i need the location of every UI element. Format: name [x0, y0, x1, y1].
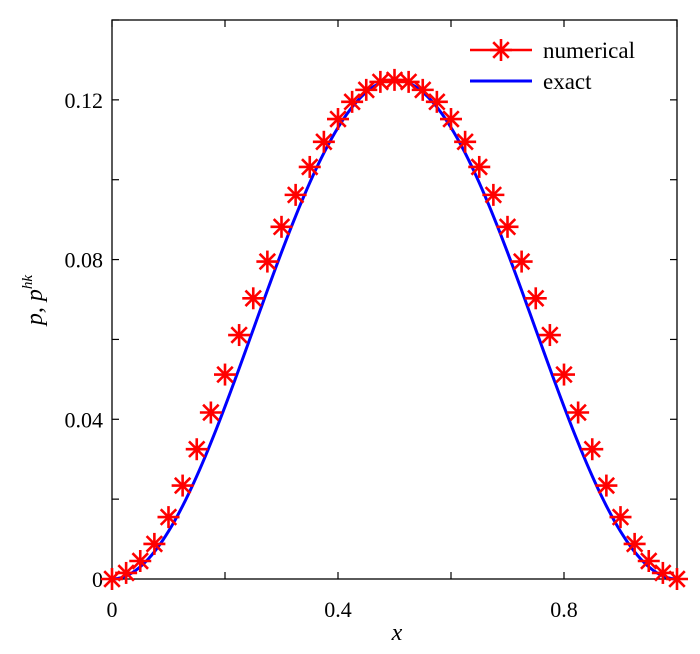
numerical-point [242, 287, 265, 310]
numerical-point [341, 90, 364, 113]
numerical-point [623, 532, 646, 555]
numerical-point [312, 130, 335, 153]
legend-label-exact: exact [543, 69, 592, 94]
numerical-point [440, 108, 462, 131]
numerical-point [369, 70, 392, 93]
numerical-point [171, 474, 194, 497]
numerical-point [637, 549, 660, 572]
x-tick-labels: 0 0.4 0.8 [107, 597, 578, 622]
numerical-point [482, 183, 505, 206]
numerical-point [228, 324, 251, 347]
numerical-point [199, 401, 222, 424]
numerical-point [553, 363, 575, 386]
legend: numerical exact [470, 38, 635, 94]
numerical-point [270, 215, 293, 238]
numerical-point [115, 561, 138, 584]
numerical-point [143, 532, 166, 555]
numerical-point [397, 70, 420, 93]
numerical-point [157, 506, 180, 529]
x-tick-label: 0 [107, 597, 118, 622]
numerical-point [425, 90, 448, 113]
numerical-point [256, 250, 279, 273]
numerical-point [214, 363, 236, 386]
y-axis-label-base: p, p [22, 289, 48, 327]
y-axis-label: p, phk [20, 275, 48, 328]
numerical-point [581, 438, 604, 461]
x-axis-label: x [391, 620, 403, 646]
y-tick-label: 0.12 [65, 88, 104, 113]
numerical-point [129, 549, 152, 572]
y-tick-labels: 0 0.04 0.08 0.12 [65, 88, 104, 592]
y-tick-label: 0 [92, 567, 103, 592]
numerical-point [567, 401, 590, 424]
numerical-point [496, 215, 519, 238]
numerical-point [468, 155, 491, 178]
legend-label-numerical: numerical [543, 38, 635, 63]
y-tick-label: 0.08 [65, 248, 104, 273]
numerical-point [327, 108, 349, 131]
y-axis-label-sup: hk [20, 275, 36, 290]
x-tick-label: 0.8 [550, 597, 578, 622]
plot-area [111, 19, 678, 580]
numerical-point [538, 324, 561, 347]
legend-numerical-marker [490, 39, 512, 61]
numerical-point [298, 155, 321, 178]
numerical-point [666, 568, 688, 590]
numerical-point [609, 506, 632, 529]
y-tick-label: 0.04 [65, 407, 104, 432]
numerical-point [454, 130, 477, 153]
numerical-point [383, 68, 406, 91]
x-tick-label: 0.4 [324, 597, 352, 622]
numerical-point [185, 438, 208, 461]
numerical-point [524, 287, 547, 310]
numerical-point [510, 250, 533, 273]
series-numerical [101, 68, 688, 590]
legend-asterisk [490, 39, 512, 61]
numerical-point [284, 183, 307, 206]
numerical-point [411, 78, 434, 101]
numerical-point [595, 474, 618, 497]
